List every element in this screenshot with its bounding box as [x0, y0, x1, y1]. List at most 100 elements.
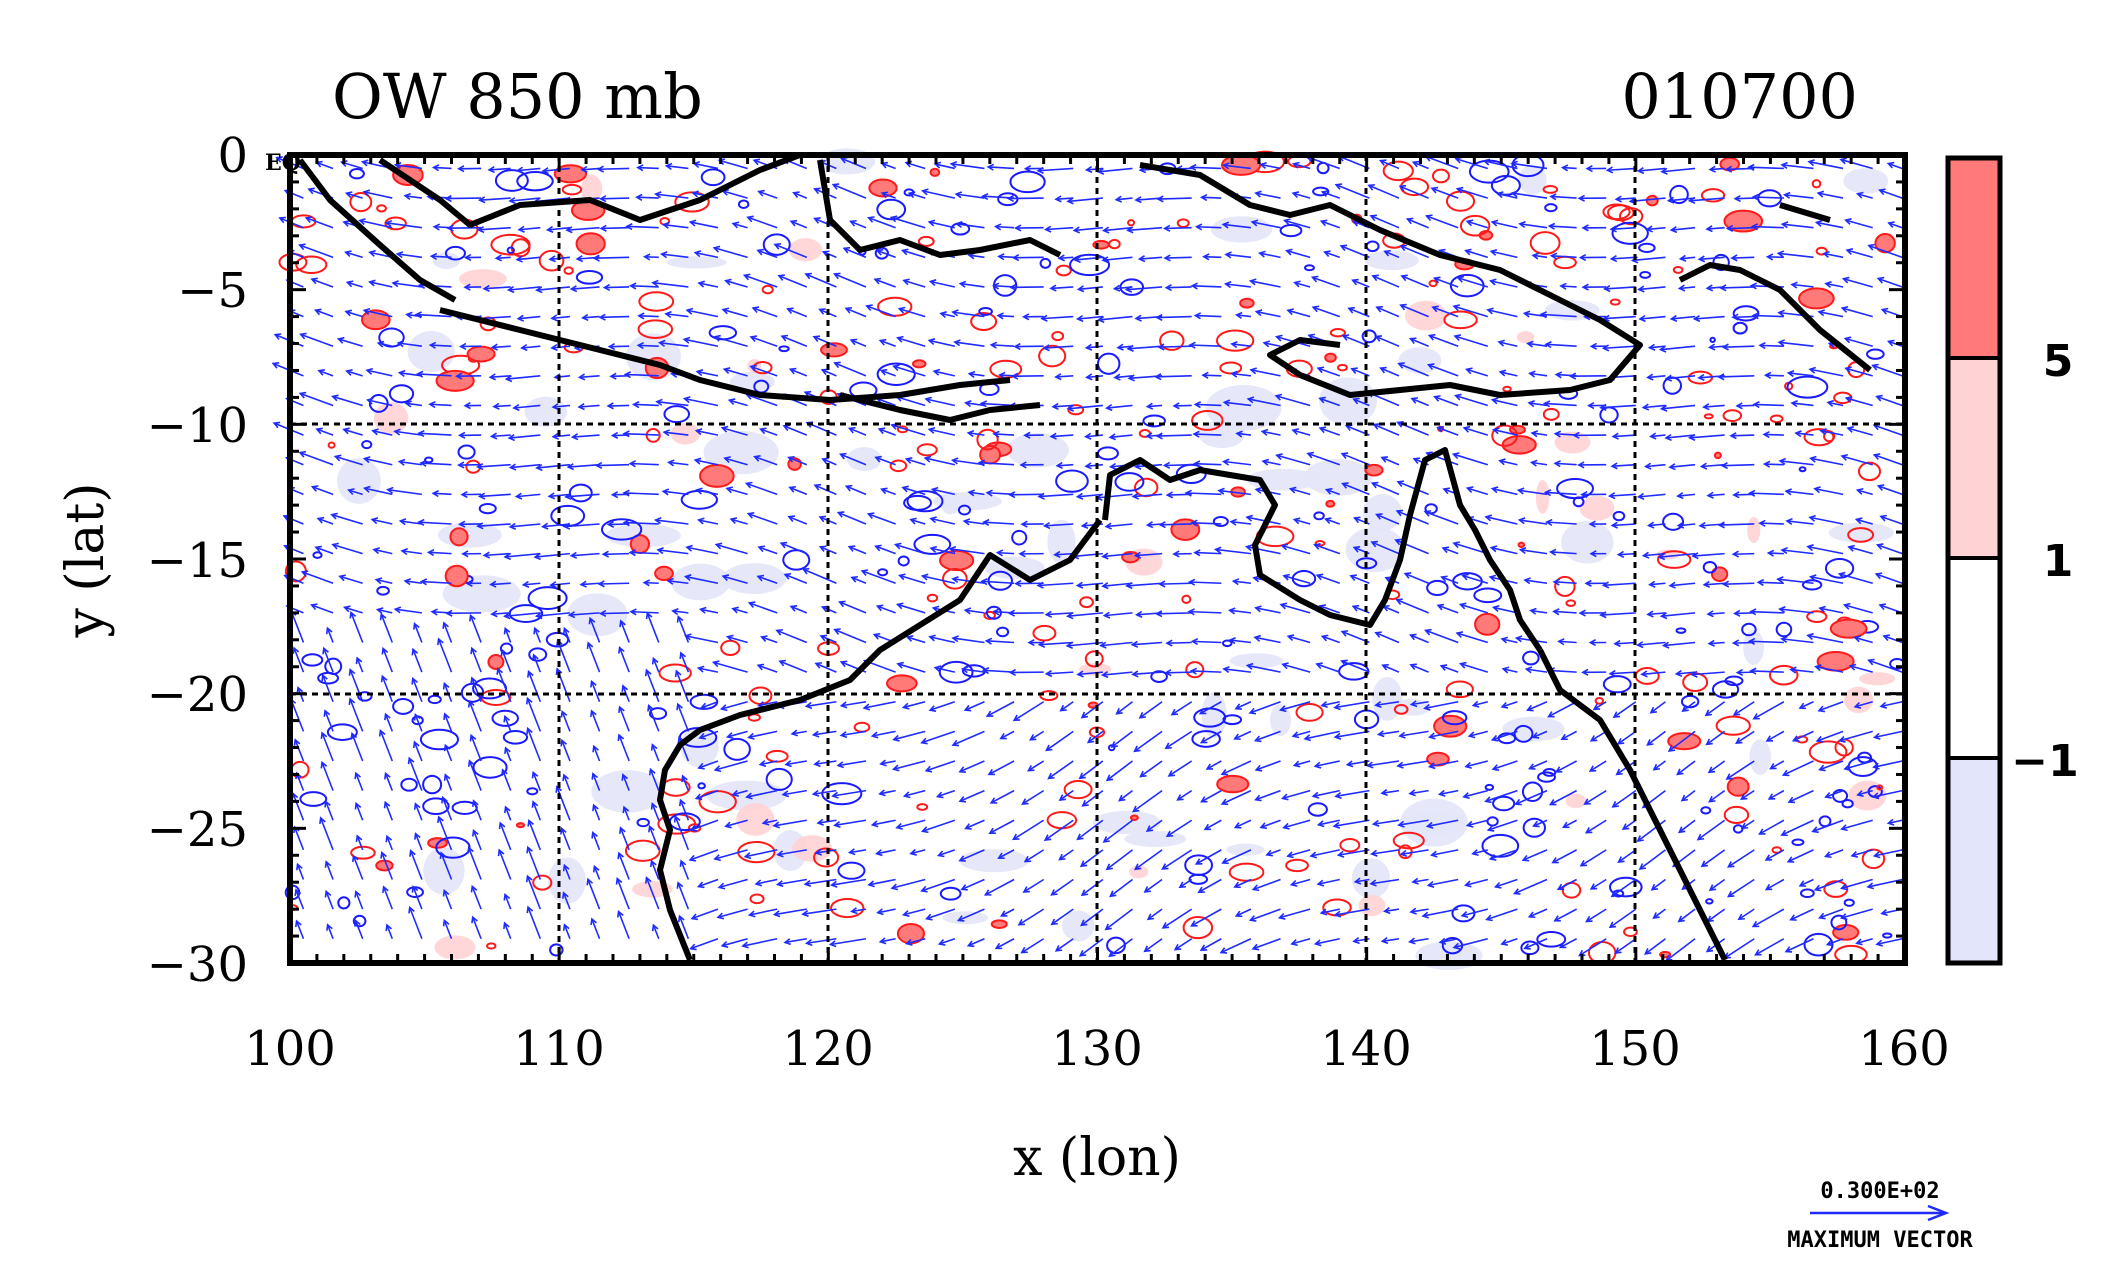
- wind-vector-head: [1164, 742, 1172, 750]
- wind-vector-head: [1674, 669, 1683, 678]
- wind-vector-head: [551, 432, 559, 440]
- wind-vector-head: [1199, 193, 1208, 202]
- positive-ow-shade: [1859, 672, 1896, 686]
- wind-vector-head: [746, 512, 755, 519]
- wind-vector-head: [382, 885, 389, 893]
- wind-vector-head: [678, 914, 685, 923]
- wind-vector: [1256, 310, 1281, 318]
- positive-ow-contour: [1726, 776, 1750, 797]
- wind-vector-head: [928, 279, 937, 287]
- wind-vector-head: [742, 273, 751, 281]
- wind-vector: [929, 636, 956, 644]
- wind-vector: [790, 605, 808, 614]
- wind-vector-head: [1777, 309, 1785, 317]
- wind-vector: [651, 803, 660, 821]
- wind-vector-head: [1010, 372, 1019, 380]
- wind-vector-head: [752, 158, 761, 166]
- wind-vector-head: [744, 481, 753, 489]
- wind-vector-head: [874, 455, 882, 463]
- wind-vector-head: [570, 433, 579, 441]
- wind-vector: [1085, 463, 1103, 468]
- wind-vector-head: [689, 943, 697, 951]
- negative-ow-shade: [940, 490, 961, 515]
- wind-vector: [1046, 671, 1074, 675]
- wind-vector-head: [1778, 457, 1786, 466]
- wind-vector-head: [1636, 835, 1644, 843]
- wind-vector-head: [1145, 825, 1154, 832]
- wind-vector-head: [1432, 276, 1441, 284]
- wind-vector-head: [1530, 430, 1539, 438]
- wind-vector: [1678, 908, 1696, 923]
- wind-vector-head: [1427, 762, 1436, 770]
- wind-vector-head: [719, 704, 728, 712]
- wind-vector: [777, 878, 807, 886]
- wind-vector: [930, 280, 956, 288]
- wind-vector: [569, 612, 600, 616]
- wind-vector-head: [761, 818, 770, 826]
- wind-vector-head: [1370, 481, 1379, 489]
- wind-vector-head: [1814, 219, 1823, 227]
- wind-vector-head: [1844, 218, 1852, 225]
- wind-vector-head: [1278, 705, 1287, 713]
- wind-vector: [1098, 315, 1133, 321]
- x-axis: 100 110 120 130 140 150 160: [244, 1021, 1950, 1077]
- wind-vector-head: [747, 601, 756, 608]
- wind-vector: [1593, 701, 1607, 711]
- wind-vector: [1810, 575, 1844, 585]
- wind-vector: [1764, 433, 1784, 436]
- wind-vector-head: [1608, 669, 1616, 677]
- wind-vector-head: [1280, 543, 1289, 551]
- wind-vector-head: [745, 792, 753, 800]
- wind-vector-head: [1840, 824, 1848, 832]
- wind-vector: [713, 247, 748, 259]
- wind-vector: [1818, 700, 1844, 712]
- positive-ow-contour: [1542, 184, 1559, 194]
- wind-vector-head: [617, 851, 625, 860]
- wind-vector: [785, 760, 807, 766]
- wind-vector: [608, 404, 630, 407]
- negative-ow-shade: [407, 331, 455, 373]
- wind-vector-head: [1190, 282, 1198, 290]
- wind-vector: [1437, 426, 1459, 436]
- wind-vector-head: [1766, 549, 1775, 557]
- positive-ow-contour: [658, 663, 692, 683]
- negative-ow-contour: [575, 269, 604, 285]
- wind-vector-head: [1677, 915, 1685, 923]
- wind-vector-head: [1848, 663, 1857, 671]
- negative-ow-shade: [1205, 385, 1282, 431]
- wind-vector-head: [322, 646, 329, 655]
- wind-vector-head: [1786, 369, 1795, 378]
- positive-ow-contour: [1847, 527, 1875, 543]
- wind-vector: [1319, 397, 1341, 407]
- wind-vector: [745, 849, 778, 858]
- wind-vector: [657, 549, 689, 555]
- wind-vector-head: [1486, 307, 1494, 315]
- wind-vector-head: [1614, 195, 1622, 203]
- wind-vector-head: [599, 195, 607, 203]
- wind-vector-head: [1589, 342, 1598, 350]
- wind-vector: [1651, 878, 1666, 891]
- wind-vector-head: [1872, 762, 1880, 770]
- wind-vector: [1221, 760, 1252, 776]
- wind-vector-head: [847, 426, 856, 434]
- wind-vector-head: [651, 279, 659, 287]
- wind-vector-head: [1222, 458, 1230, 466]
- wind-vector: [1731, 256, 1755, 259]
- wind-vector-head: [699, 702, 708, 710]
- wind-vector: [1039, 641, 1074, 646]
- wind-vector-head: [1405, 217, 1414, 225]
- wind-vector: [471, 886, 482, 910]
- wind-vector: [1165, 730, 1193, 749]
- wind-vector: [620, 620, 630, 643]
- positive-ow-contour: [384, 216, 407, 231]
- wind-vector: [1819, 760, 1844, 771]
- wind-vector: [981, 580, 1015, 585]
- wind-vector: [1639, 315, 1666, 320]
- wind-vector: [317, 517, 334, 525]
- wind-vector-head: [1192, 430, 1200, 438]
- positive-ow-shade: [459, 269, 507, 289]
- wind-vector: [491, 612, 511, 615]
- wind-vector-head: [731, 221, 740, 229]
- wind-vector-head: [1778, 606, 1786, 614]
- positive-ow-shade: [1129, 865, 1149, 879]
